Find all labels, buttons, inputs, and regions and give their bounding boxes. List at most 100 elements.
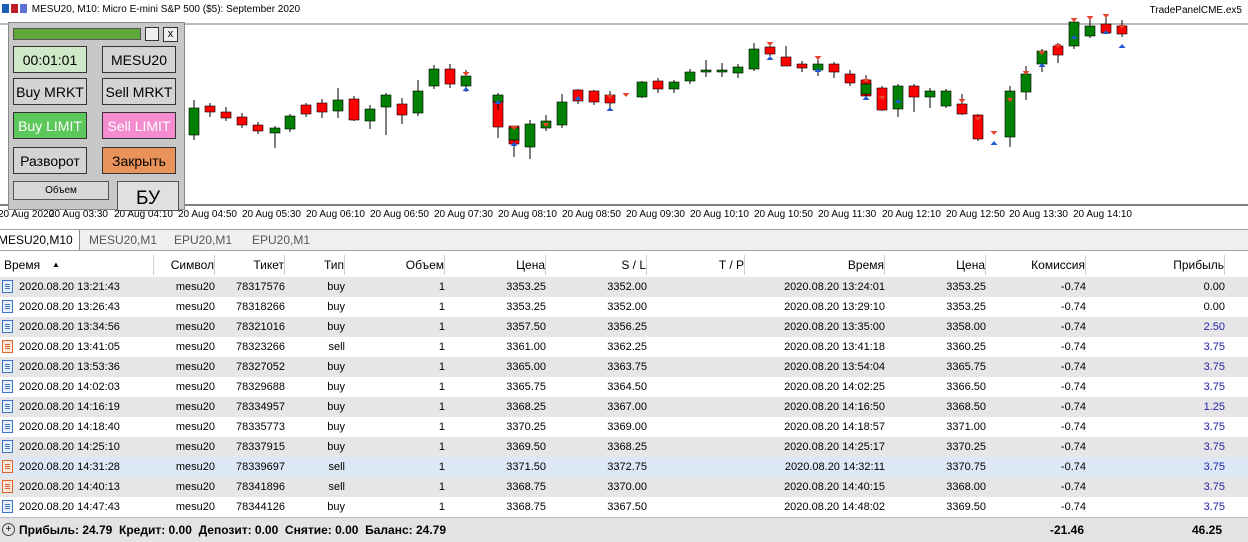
candle-body [300,104,312,115]
sell-arrow-icon [606,95,614,99]
candle-body [380,94,392,108]
time-axis-label: 20 Aug 06:10 [306,209,365,220]
column-header[interactable]: T / P [650,255,745,275]
trade-panel: x 00:01:01 MESU20 Buy MRKT Sell MRKT Buy… [8,22,185,211]
tab-epu20-m1[interactable]: EPU20,M1 [174,233,233,247]
column-header[interactable]: Время [4,255,154,275]
sell-deal-icon [2,340,13,353]
volume-label[interactable]: Объем [13,181,109,200]
symbol-button[interactable]: MESU20 [102,46,176,73]
buy-arrow-icon [574,96,582,100]
candle-body [636,81,648,98]
table-cell: 2020.08.20 14:32:11 [784,461,885,473]
column-header[interactable]: Комиссия [988,255,1086,275]
buy-limit-button[interactable]: Buy LIMIT [13,112,87,139]
candle-body [220,111,232,119]
table-cell: 1 [438,481,445,493]
candle-body [828,63,840,73]
table-cell: 3370.25 [946,441,986,453]
tab-mesu20-m1[interactable]: MESU20,M1 [89,233,158,247]
sell-market-button[interactable]: Sell MRKT [102,78,176,105]
table-row[interactable]: 2020.08.20 14:18:40 mesu20 78335773 buy 1 337… [0,417,1248,437]
tab-mesu20-m10[interactable]: MESU20,M10 [0,230,80,250]
column-header[interactable]: Объем [350,255,445,275]
table-row[interactable]: 2020.08.20 14:25:10 mesu20 78337915 buy 1 336… [0,437,1248,457]
trade-panel-name: TradePanelCME.ex5 [1149,5,1242,16]
table-row[interactable]: 2020.08.20 13:26:43 mesu20 78318266 buy 1 335… [0,297,1248,317]
table-cell: buy [327,321,345,333]
minimize-button[interactable] [145,27,159,41]
table-row[interactable]: 2020.08.20 13:53:36 mesu20 78327052 buy 1 336… [0,357,1248,377]
sell-deal-icon [2,480,13,493]
table-row[interactable]: 2020.08.20 13:41:05 mesu20 78323266 sell 1 33… [0,337,1248,357]
table-cell: 3365.75 [946,361,986,373]
table-cell: 3.75 [1203,421,1225,433]
expand-icon[interactable]: + [2,523,15,536]
column-header[interactable]: Цена [888,255,986,275]
buy-market-button[interactable]: Buy MRKT [13,78,87,105]
table-cell: mesu20 [175,481,215,493]
candle-body [684,71,696,82]
candle-body [444,68,456,85]
commission-total: -21.46 [1049,523,1084,537]
table-cell: 3370.75 [946,461,986,473]
panel-drag-bar[interactable] [13,28,141,40]
table-cell: mesu20 [175,401,215,413]
table-row[interactable]: 2020.08.20 14:02:03 mesu20 78329688 buy 1 336… [0,377,1248,397]
column-header[interactable]: Цена [448,255,546,275]
table-row[interactable]: 2020.08.20 14:16:19 mesu20 78334957 buy 1 336… [0,397,1248,417]
buy-arrow-icon [462,87,470,91]
table-row[interactable]: 2020.08.20 13:21:43 mesu20 78317576 buy 1 335… [0,277,1248,297]
table-cell: 3368.25 [607,441,647,453]
table-row[interactable]: 2020.08.20 14:31:28 mesu20 78339697 sell 1 33… [0,457,1248,477]
buy-deal-icon [2,440,13,453]
candle-body [269,127,281,134]
candle-body [908,85,920,98]
candle-body [972,114,984,140]
table-cell: 1 [438,441,445,453]
column-header[interactable]: S / L [550,255,647,275]
time-axis-label: 20 Aug 06:50 [370,209,429,220]
candlestick-chart [0,14,1248,206]
table-cell: 2020.08.20 13:26:43 [19,301,120,313]
table-cell [650,497,745,517]
table-cell: 3356.25 [607,321,647,333]
table-cell: 3.75 [1203,441,1225,453]
column-header[interactable]: Тикет [218,255,285,275]
table-cell: 3369.00 [607,421,647,433]
close-position-button[interactable]: Закрыть [102,147,176,174]
sell-arrow-icon [542,123,550,127]
column-header[interactable]: Тип [290,255,345,275]
table-row[interactable]: 2020.08.20 13:34:56 mesu20 78321016 buy 1 335… [0,317,1248,337]
table-cell [650,457,745,477]
table-row[interactable]: 2020.08.20 14:47:43 mesu20 78344126 buy 1 336… [0,497,1248,517]
table-cell [650,277,745,297]
summary-text: Прибыль: 24.79 Кредит: 0.00 Депозит: 0.0… [19,523,447,537]
table-cell: -0.74 [1060,321,1086,333]
column-header[interactable]: Прибыль [1090,255,1225,275]
candle-body [236,116,248,126]
chart-icon [20,4,27,13]
table-cell: 3365.75 [506,381,546,393]
table-cell: 2020.08.20 13:21:43 [19,281,120,293]
table-cell: 1 [438,401,445,413]
candle-body [1004,90,1016,138]
close-panel-button[interactable]: x [163,27,178,42]
price-chart[interactable]: MESU20, M10: Micro E-mini S&P 500 ($5): … [0,0,1248,228]
candle-body [252,124,264,132]
column-header[interactable]: Время [748,255,885,275]
candle-body [924,90,936,98]
table-row[interactable]: 2020.08.20 14:40:13 mesu20 78341896 sell 1 33… [0,477,1248,497]
sell-limit-button[interactable]: Sell LIMIT [102,112,176,139]
table-cell: 2020.08.20 14:48:02 [784,501,885,513]
candle-body [556,101,568,126]
sell-arrow-icon [510,126,518,130]
buy-arrow-icon [1038,63,1046,67]
column-header[interactable]: Символ [158,255,215,275]
candle-body [460,75,472,87]
breakeven-button[interactable]: БУ [117,181,179,211]
candle-body [348,98,360,121]
reverse-button[interactable]: Разворот [13,147,87,174]
buy-arrow-icon [1102,30,1110,34]
tab-epu20-m1-second[interactable]: EPU20,M1 [252,233,311,247]
